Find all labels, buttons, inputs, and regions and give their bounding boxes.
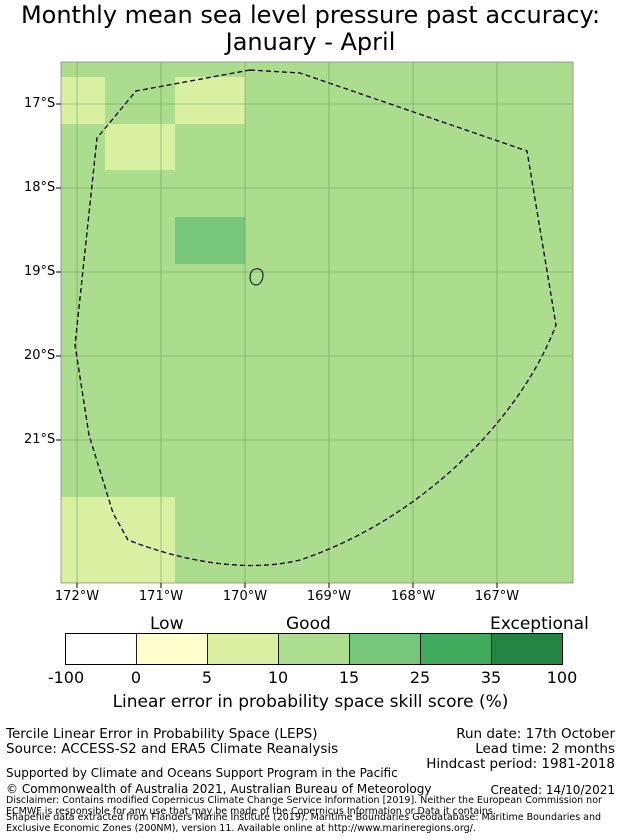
colorbar-bin	[136, 633, 208, 665]
colorbar	[65, 633, 563, 665]
grid-cell-low	[105, 124, 175, 170]
grid-cell-high	[175, 217, 245, 264]
colorbar-title: Linear error in probability space skill …	[112, 692, 509, 712]
colorbar-tick-label: 10	[267, 668, 289, 687]
lat-label: 18°S	[24, 180, 56, 195]
disclaimer-text: Disclaimer: Contains modified Copernicus…	[6, 795, 602, 817]
category-exceptional-label: Exceptional	[490, 614, 589, 634]
colorbar-frame	[65, 633, 563, 665]
island-outline	[249, 268, 264, 286]
eez-boundary	[74, 69, 557, 567]
colorbar-tick-label: 100	[546, 668, 578, 687]
lon-label: 169°W	[306, 589, 352, 604]
colorbar-tick-label: 15	[338, 668, 360, 687]
lon-label: 167°W	[474, 589, 520, 604]
lead-time-text: Lead time: 2 months	[475, 741, 615, 757]
colorbar-bin	[491, 633, 563, 665]
colorbar-tick-label: 5	[201, 668, 213, 687]
source-text: Source: ACCESS-S2 and ERA5 Climate Reana…	[6, 741, 339, 757]
tick-marks	[56, 103, 498, 588]
run-date-text: Run date: 17th October	[456, 726, 615, 742]
disclaimer-line-1: Disclaimer: Contains modified Copernicus…	[6, 795, 602, 806]
colorbar-tick-label: 0	[130, 668, 142, 687]
lat-label: 21°S	[24, 432, 56, 447]
title-line-1: Monthly mean sea level pressure past acc…	[20, 1, 601, 29]
category-low-label: Low	[150, 614, 184, 634]
lat-label: 17°S	[24, 96, 56, 111]
gridlines	[61, 62, 573, 583]
colorbar-bin	[420, 633, 492, 665]
disclaimer-line-2: ECMWF is responsible for any use that ma…	[6, 805, 496, 817]
grid-cell-low	[175, 77, 245, 124]
map-panel	[56, 61, 574, 588]
colorbar-bin	[278, 633, 350, 665]
shapefile-text: Shapefile data extracted from Flanders M…	[6, 812, 602, 834]
grid-cell-low	[61, 77, 105, 124]
lat-label: 19°S	[24, 264, 56, 279]
colorbar-bin	[65, 633, 137, 665]
method-text: Tercile Linear Error in Probability Spac…	[6, 726, 318, 742]
colorbar-bin	[349, 633, 421, 665]
title-line-2: January - April	[225, 28, 396, 56]
lon-label: 168°W	[390, 589, 436, 604]
shapefile-line-2: Exclusive Economic Zones (200NM), versio…	[6, 822, 476, 834]
copyright-text: © Commonwealth of Australia 2021, Austra…	[6, 782, 432, 796]
lon-label: 171°W	[138, 589, 184, 604]
lat-label: 20°S	[24, 348, 56, 363]
colorbar-bin	[207, 633, 279, 665]
map-frame	[60, 61, 574, 584]
colorbar-tick-label: 25	[409, 668, 431, 687]
lon-label: 170°W	[222, 589, 268, 604]
colorbar-tick-label: 35	[480, 668, 502, 687]
chart-title: Monthly mean sea level pressure past acc…	[0, 2, 621, 56]
created-date-text: Created: 14/10/2021	[490, 783, 615, 797]
shapefile-line-1: Shapefile data extracted from Flanders M…	[6, 812, 602, 823]
lon-label: 172°W	[54, 589, 100, 604]
hindcast-period-text: Hindcast period: 1981-2018	[426, 756, 615, 772]
colorbar-tick-label: -100	[47, 668, 85, 687]
grid-cell-low	[61, 497, 175, 583]
category-good-label: Good	[286, 614, 331, 634]
supported-by-text: Supported by Climate and Oceans Support …	[6, 766, 398, 780]
